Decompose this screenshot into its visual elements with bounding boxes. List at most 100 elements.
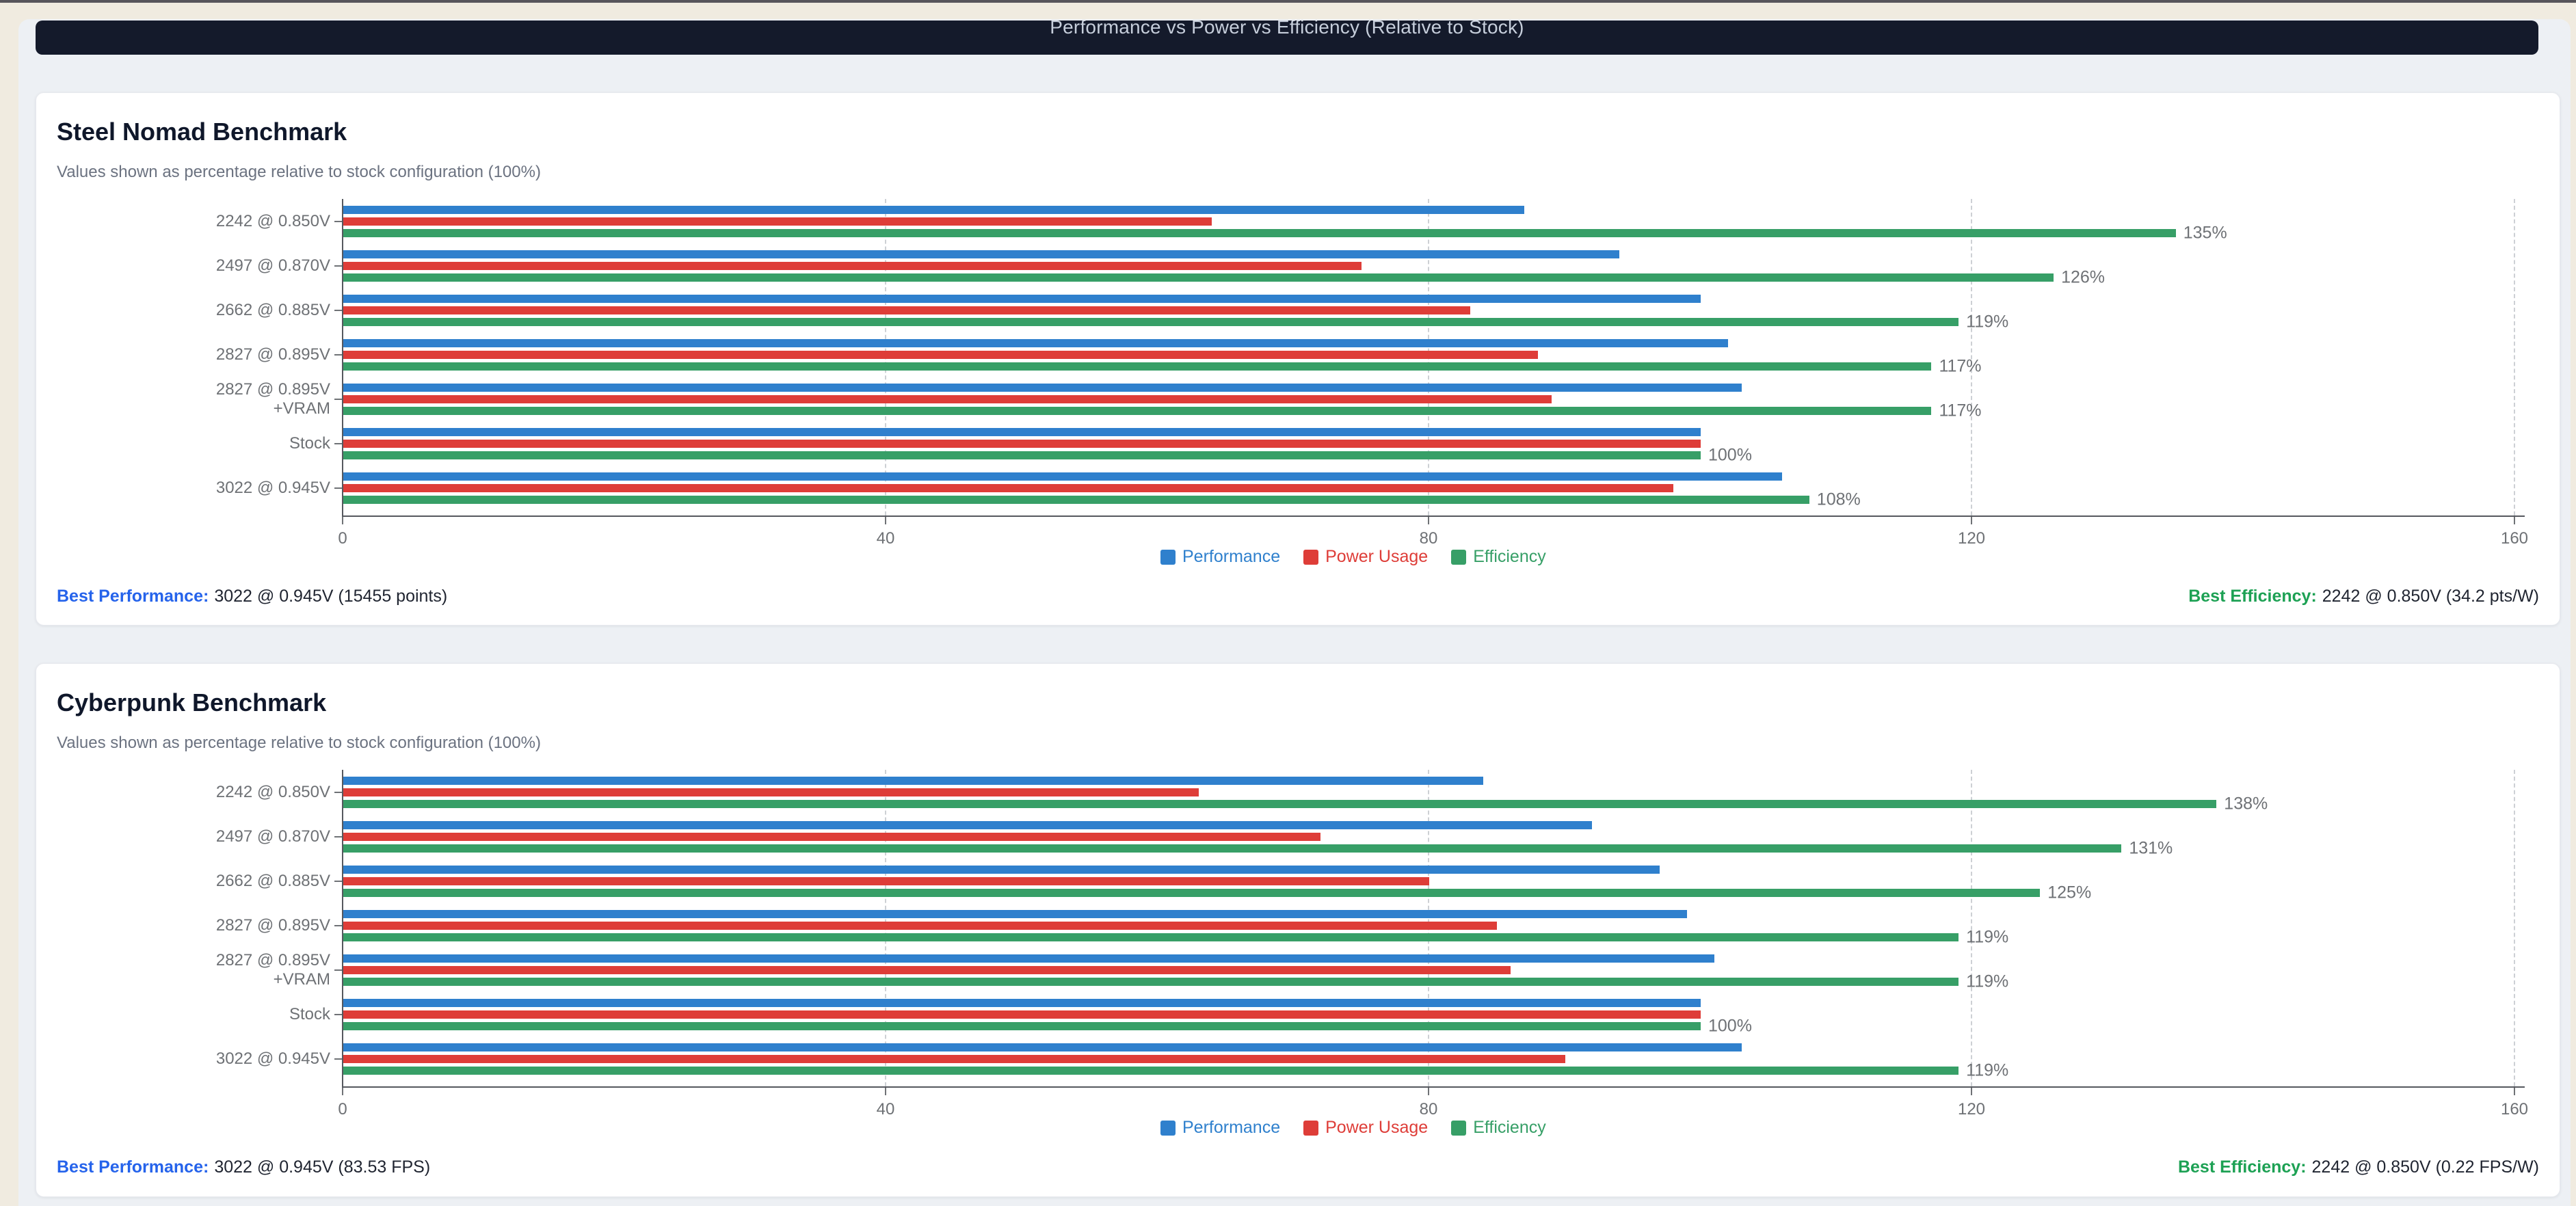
bar-performance[interactable]: [343, 910, 1688, 918]
card-title: Steel Nomad Benchmark: [57, 118, 347, 146]
y-tick: [334, 1014, 342, 1015]
x-tick-label: 80: [1419, 529, 1438, 548]
page-header-bar: Performance vs Power vs Efficiency (Rela…: [36, 21, 2538, 55]
card-subtitle: Values shown as percentage relative to s…: [57, 163, 541, 181]
category-label: 2827 @ 0.895V: [215, 345, 330, 364]
benchmark-bar-chart[interactable]: 2242 @ 0.850V 2497 @ 0.870V 2662 @ 0.885V 2…: [36, 93, 2560, 625]
bar-value-label: 138%: [2224, 794, 2268, 814]
y-tick: [334, 925, 342, 926]
category-label: 2242 @ 0.850V: [215, 783, 330, 801]
bar-power-usage[interactable]: [343, 484, 1674, 492]
bar-efficiency[interactable]: [343, 933, 1959, 941]
bar-performance[interactable]: [343, 999, 1701, 1007]
bar-efficiency[interactable]: [343, 273, 2054, 282]
bar-performance[interactable]: [343, 777, 1484, 785]
bar-efficiency[interactable]: [343, 407, 1932, 415]
category-label: 2242 @ 0.850V: [215, 212, 330, 230]
x-tick-label: 0: [338, 1100, 347, 1118]
y-tick: [334, 1058, 342, 1060]
category-label: 3022 @ 0.945V: [215, 479, 330, 497]
legend-item-efficiency[interactable]: Efficiency: [1451, 547, 1546, 567]
bar-performance[interactable]: [343, 339, 1728, 347]
legend-item-power-usage[interactable]: Power Usage: [1303, 547, 1428, 567]
bar-power-usage[interactable]: [343, 217, 1212, 226]
bar-value-label: 119%: [1966, 972, 2009, 991]
stats-row: Best Performance: 3022 @ 0.945V (15455 po…: [57, 587, 2539, 606]
bar-value-label: 108%: [1816, 490, 1861, 509]
x-tick-label: 40: [876, 1100, 895, 1118]
best-efficiency-label: Best Efficiency:: [2177, 1157, 2307, 1177]
bar-value-label: 100%: [1708, 445, 1752, 465]
y-tick: [334, 881, 342, 882]
bar-performance[interactable]: [343, 384, 1742, 392]
bar-efficiency[interactable]: [343, 451, 1701, 459]
bar-efficiency[interactable]: [343, 889, 2041, 897]
bar-performance[interactable]: [343, 821, 1593, 829]
bar-efficiency[interactable]: [343, 496, 1809, 504]
bar-power-usage[interactable]: [343, 877, 1429, 885]
x-axis-line: [342, 515, 2525, 517]
bar-power-usage[interactable]: [343, 306, 1470, 314]
legend-label: Efficiency: [1473, 1118, 1546, 1137]
bar-power-usage[interactable]: [343, 395, 1552, 403]
bar-value-label: 119%: [1966, 927, 2009, 947]
x-tick-label: 120: [1957, 529, 1986, 548]
bar-efficiency[interactable]: [343, 800, 2217, 808]
legend-item-power-usage[interactable]: Power Usage: [1303, 1118, 1428, 1138]
bar-performance[interactable]: [343, 206, 1524, 214]
category-label: 2497 @ 0.870V: [215, 256, 330, 275]
x-tick-label: 80: [1419, 1100, 1438, 1118]
bar-performance[interactable]: [343, 250, 1619, 258]
x-tick: [885, 517, 886, 524]
legend-label: Power Usage: [1325, 1118, 1429, 1137]
bar-performance[interactable]: [343, 295, 1701, 303]
benchmark-bar-chart[interactable]: 2242 @ 0.850V 2497 @ 0.870V 2662 @ 0.885V 2…: [36, 664, 2560, 1196]
bar-performance[interactable]: [343, 866, 1660, 874]
bar-power-usage[interactable]: [343, 788, 1199, 796]
bar-power-usage[interactable]: [343, 1055, 1565, 1063]
bar-efficiency[interactable]: [343, 229, 2176, 237]
x-tick: [1428, 1088, 1429, 1095]
bar-power-usage[interactable]: [343, 833, 1321, 841]
bar-performance[interactable]: [343, 1043, 1742, 1051]
bar-value-label: 119%: [1966, 1060, 2009, 1080]
legend-item-efficiency[interactable]: Efficiency: [1451, 1118, 1546, 1138]
bar-power-usage[interactable]: [343, 440, 1701, 448]
y-tick: [334, 265, 342, 267]
bar-efficiency[interactable]: [343, 844, 2122, 853]
y-axis-line: [342, 770, 343, 1086]
x-axis-line: [342, 1086, 2525, 1088]
bar-efficiency[interactable]: [343, 1067, 1959, 1075]
legend-item-performance[interactable]: Performance: [1160, 547, 1280, 567]
legend-label: Power Usage: [1325, 547, 1429, 566]
bar-efficiency[interactable]: [343, 1022, 1701, 1030]
bar-power-usage[interactable]: [343, 1010, 1701, 1019]
x-tick-label: 40: [876, 529, 895, 548]
bar-value-label: 100%: [1708, 1016, 1752, 1036]
bar-efficiency[interactable]: [343, 318, 1959, 326]
bar-value-label: 125%: [2047, 883, 2092, 902]
stats-row: Best Performance: 3022 @ 0.945V (83.53 FP…: [57, 1157, 2539, 1177]
y-tick: [334, 969, 342, 971]
x-tick: [2514, 1088, 2515, 1095]
bar-performance[interactable]: [343, 472, 1783, 481]
bar-power-usage[interactable]: [343, 922, 1498, 930]
y-axis-line: [342, 199, 343, 515]
performance-swatch: [1160, 1120, 1176, 1136]
category-label: 2497 @ 0.870V: [215, 827, 330, 846]
bar-power-usage[interactable]: [343, 262, 1362, 270]
x-tick: [885, 1088, 886, 1095]
bar-power-usage[interactable]: [343, 966, 1511, 974]
bar-performance[interactable]: [343, 954, 1714, 963]
best-efficiency-stat: Best Efficiency: 2242 @ 0.850V (0.22 FPS/…: [2178, 1157, 2539, 1177]
legend-label: Efficiency: [1473, 547, 1546, 566]
card-title: Cyberpunk Benchmark: [57, 688, 327, 716]
efficiency-swatch: [1451, 1120, 1467, 1136]
bar-efficiency[interactable]: [343, 362, 1932, 371]
bar-performance[interactable]: [343, 428, 1701, 436]
legend-item-performance[interactable]: Performance: [1160, 1118, 1280, 1138]
y-tick: [334, 221, 342, 222]
page-title: Performance vs Power vs Efficiency (Rela…: [1050, 21, 1524, 38]
bar-power-usage[interactable]: [343, 351, 1538, 359]
bar-efficiency[interactable]: [343, 978, 1959, 986]
